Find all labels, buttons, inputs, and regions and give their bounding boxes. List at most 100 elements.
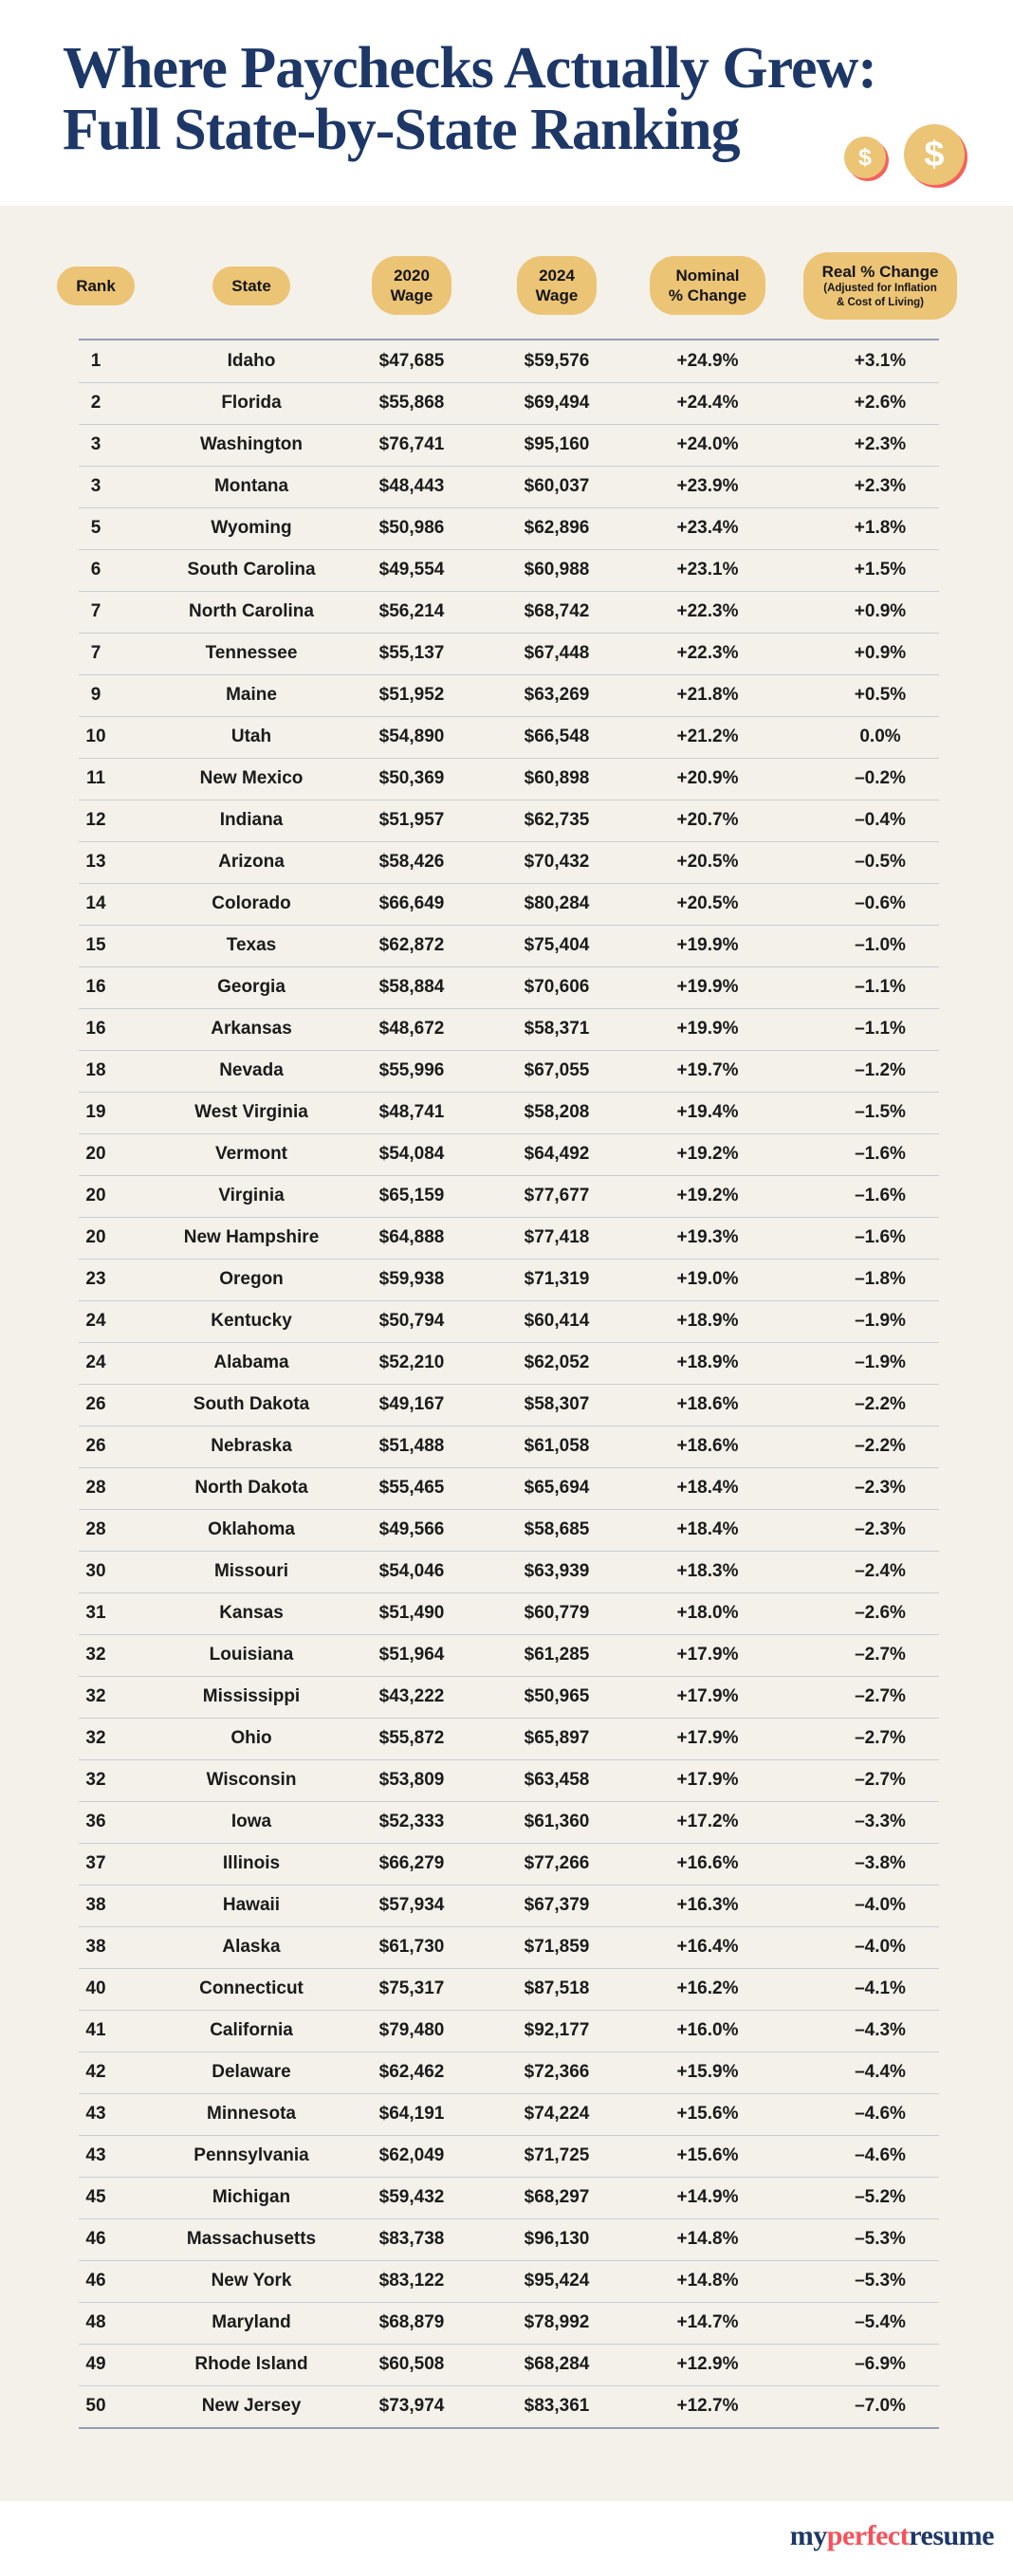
cell-real: –5.3% bbox=[855, 2229, 906, 2249]
brand-logo: myperfectresume bbox=[790, 2520, 995, 2552]
table-row: 28 North Dakota $55,465 $65,694 +18.4% –2.3% bbox=[47, 1467, 994, 1510]
cell-real: –2.3% bbox=[855, 1478, 906, 1498]
cell-rank: 26 bbox=[85, 1436, 106, 1456]
cell-state: Washington bbox=[200, 434, 303, 454]
cell-nominal: +24.4% bbox=[676, 393, 739, 413]
cell-state: Florida bbox=[221, 393, 282, 413]
column-label: Rank bbox=[76, 276, 116, 295]
cell-rank: 24 bbox=[85, 1352, 106, 1372]
cell-wage2024: $95,160 bbox=[524, 434, 590, 454]
cell-nominal: +17.9% bbox=[676, 1645, 739, 1665]
cell-nominal: +18.9% bbox=[676, 1352, 739, 1372]
cell-state: Indiana bbox=[219, 810, 284, 830]
table-row: 40 Connecticut $75,317 $87,518 +16.2% –4.1% bbox=[47, 1968, 994, 2011]
table-row: 28 Oklahoma $49,566 $58,685 +18.4% –2.3% bbox=[47, 1509, 994, 1552]
cell-wage2020: $49,566 bbox=[378, 1519, 445, 1539]
cell-wage2020: $58,884 bbox=[378, 977, 445, 997]
cell-state: Mississippi bbox=[202, 1686, 301, 1706]
cell-nominal: +19.2% bbox=[676, 1186, 739, 1205]
cell-rank: 32 bbox=[85, 1770, 106, 1790]
cell-state: Virginia bbox=[218, 1186, 285, 1205]
cell-state: Oregon bbox=[219, 1269, 284, 1289]
table-row: 32 Louisiana $51,964 $61,285 +17.9% –2.7% bbox=[47, 1634, 994, 1677]
cell-nominal: +21.2% bbox=[676, 727, 739, 746]
table-row: 46 Massachusetts $83,738 $96,130 +14.8% –5.3% bbox=[47, 2218, 994, 2261]
cell-state: South Dakota bbox=[193, 1394, 310, 1414]
cell-state: West Virginia bbox=[194, 1102, 308, 1122]
cell-nominal: +17.9% bbox=[676, 1770, 739, 1790]
cell-real: –1.6% bbox=[855, 1144, 906, 1164]
column-header-state: State bbox=[212, 266, 290, 305]
cell-state: Colorado bbox=[212, 893, 291, 913]
cell-rank: 49 bbox=[85, 2354, 106, 2374]
cell-real: +0.5% bbox=[854, 685, 907, 705]
table-row: 18 Nevada $55,996 $67,055 +19.7% –1.2% bbox=[47, 1050, 994, 1093]
cell-real: 0.0% bbox=[859, 727, 901, 746]
cell-wage2024: $61,360 bbox=[524, 1812, 590, 1831]
cell-wage2020: $62,049 bbox=[378, 2145, 445, 2165]
table-row: 1 Idaho $47,685 $59,576 +24.9% +3.1% bbox=[47, 340, 994, 383]
cell-wage2020: $50,369 bbox=[378, 768, 445, 788]
cell-rank: 36 bbox=[85, 1812, 106, 1831]
table-row: 48 Maryland $68,879 $78,992 +14.7% –5.4% bbox=[47, 2302, 994, 2345]
column-header-rank: Rank bbox=[57, 266, 135, 305]
table-row: 7 Tennessee $55,137 $67,448 +22.3% +0.9% bbox=[47, 633, 994, 675]
cell-wage2024: $77,418 bbox=[524, 1227, 590, 1247]
cell-wage2024: $78,992 bbox=[524, 2312, 590, 2332]
dollar-coin-large-icon: $ bbox=[904, 124, 965, 185]
cell-nominal: +19.9% bbox=[676, 977, 739, 997]
cell-wage2020: $73,974 bbox=[378, 2396, 445, 2416]
table-row: 11 New Mexico $50,369 $60,898 +20.9% –0.2% bbox=[47, 758, 994, 800]
cell-state: Alabama bbox=[213, 1352, 289, 1372]
cell-real: –4.0% bbox=[855, 1895, 906, 1915]
cell-wage2020: $52,333 bbox=[378, 1812, 445, 1831]
cell-nominal: +14.8% bbox=[676, 2271, 739, 2291]
cell-nominal: +24.0% bbox=[676, 434, 739, 454]
cell-rank: 7 bbox=[90, 601, 101, 621]
cell-wage2020: $50,986 bbox=[378, 518, 445, 538]
cell-rank: 14 bbox=[85, 893, 106, 913]
cell-rank: 46 bbox=[85, 2271, 106, 2291]
table-row: 31 Kansas $51,490 $60,779 +18.0% –2.6% bbox=[47, 1592, 994, 1635]
cell-rank: 43 bbox=[85, 2145, 106, 2165]
table-row: 2 Florida $55,868 $69,494 +24.4% +2.6% bbox=[47, 382, 994, 425]
cell-nominal: +17.9% bbox=[676, 1686, 739, 1706]
cell-rank: 32 bbox=[85, 1728, 106, 1748]
cell-wage2020: $54,084 bbox=[378, 1144, 445, 1164]
cell-wage2024: $67,448 bbox=[524, 643, 590, 663]
cell-wage2024: $60,779 bbox=[524, 1603, 590, 1623]
cell-nominal: +15.6% bbox=[676, 2104, 739, 2124]
table-row: 26 Nebraska $51,488 $61,058 +18.6% –2.2% bbox=[47, 1426, 994, 1468]
column-pill-nominal: Nominal% Change bbox=[649, 256, 766, 315]
cell-real: –5.4% bbox=[855, 2312, 906, 2332]
table-row: 38 Hawaii $57,934 $67,379 +16.3% –4.0% bbox=[47, 1885, 994, 1927]
cell-wage2024: $96,130 bbox=[524, 2229, 590, 2249]
table-row: 20 Virginia $65,159 $77,677 +19.2% –1.6% bbox=[47, 1175, 994, 1218]
cell-rank: 40 bbox=[85, 1978, 106, 1998]
cell-nominal: +23.4% bbox=[676, 518, 739, 538]
cell-real: –4.6% bbox=[855, 2104, 906, 2124]
cell-wage2024: $62,896 bbox=[524, 518, 590, 538]
cell-wage2020: $62,462 bbox=[378, 2062, 445, 2082]
cell-wage2024: $67,379 bbox=[524, 1895, 590, 1915]
cell-real: –5.2% bbox=[855, 2187, 906, 2207]
cell-wage2024: $60,414 bbox=[524, 1311, 590, 1331]
cell-wage2020: $62,872 bbox=[378, 935, 445, 955]
cell-real: –4.1% bbox=[855, 1978, 906, 1998]
cell-rank: 37 bbox=[85, 1853, 106, 1873]
cell-real: +2.6% bbox=[854, 393, 907, 413]
cell-state: New Jersey bbox=[201, 2396, 302, 2416]
table-section: Rank State 2020 Wage 2024 Wage Nominal% Change… bbox=[0, 206, 1013, 2501]
cell-wage2020: $49,167 bbox=[378, 1394, 445, 1414]
cell-real: +2.3% bbox=[854, 476, 907, 496]
cell-real: +1.8% bbox=[854, 518, 907, 538]
cell-rank: 28 bbox=[85, 1519, 106, 1539]
table-row: 5 Wyoming $50,986 $62,896 +23.4% +1.8% bbox=[47, 507, 994, 550]
cell-wage2020: $79,480 bbox=[378, 2020, 445, 2040]
table-row: 32 Mississippi $43,222 $50,965 +17.9% –2.7% bbox=[47, 1676, 994, 1719]
table-row: 41 California $79,480 $92,177 +16.0% –4.3% bbox=[47, 2010, 994, 2052]
table-row: 24 Kentucky $50,794 $60,414 +18.9% –1.9% bbox=[47, 1300, 994, 1343]
cell-state: Kentucky bbox=[211, 1311, 292, 1331]
cell-state: Maine bbox=[226, 685, 277, 705]
cell-real: –6.9% bbox=[855, 2354, 906, 2374]
